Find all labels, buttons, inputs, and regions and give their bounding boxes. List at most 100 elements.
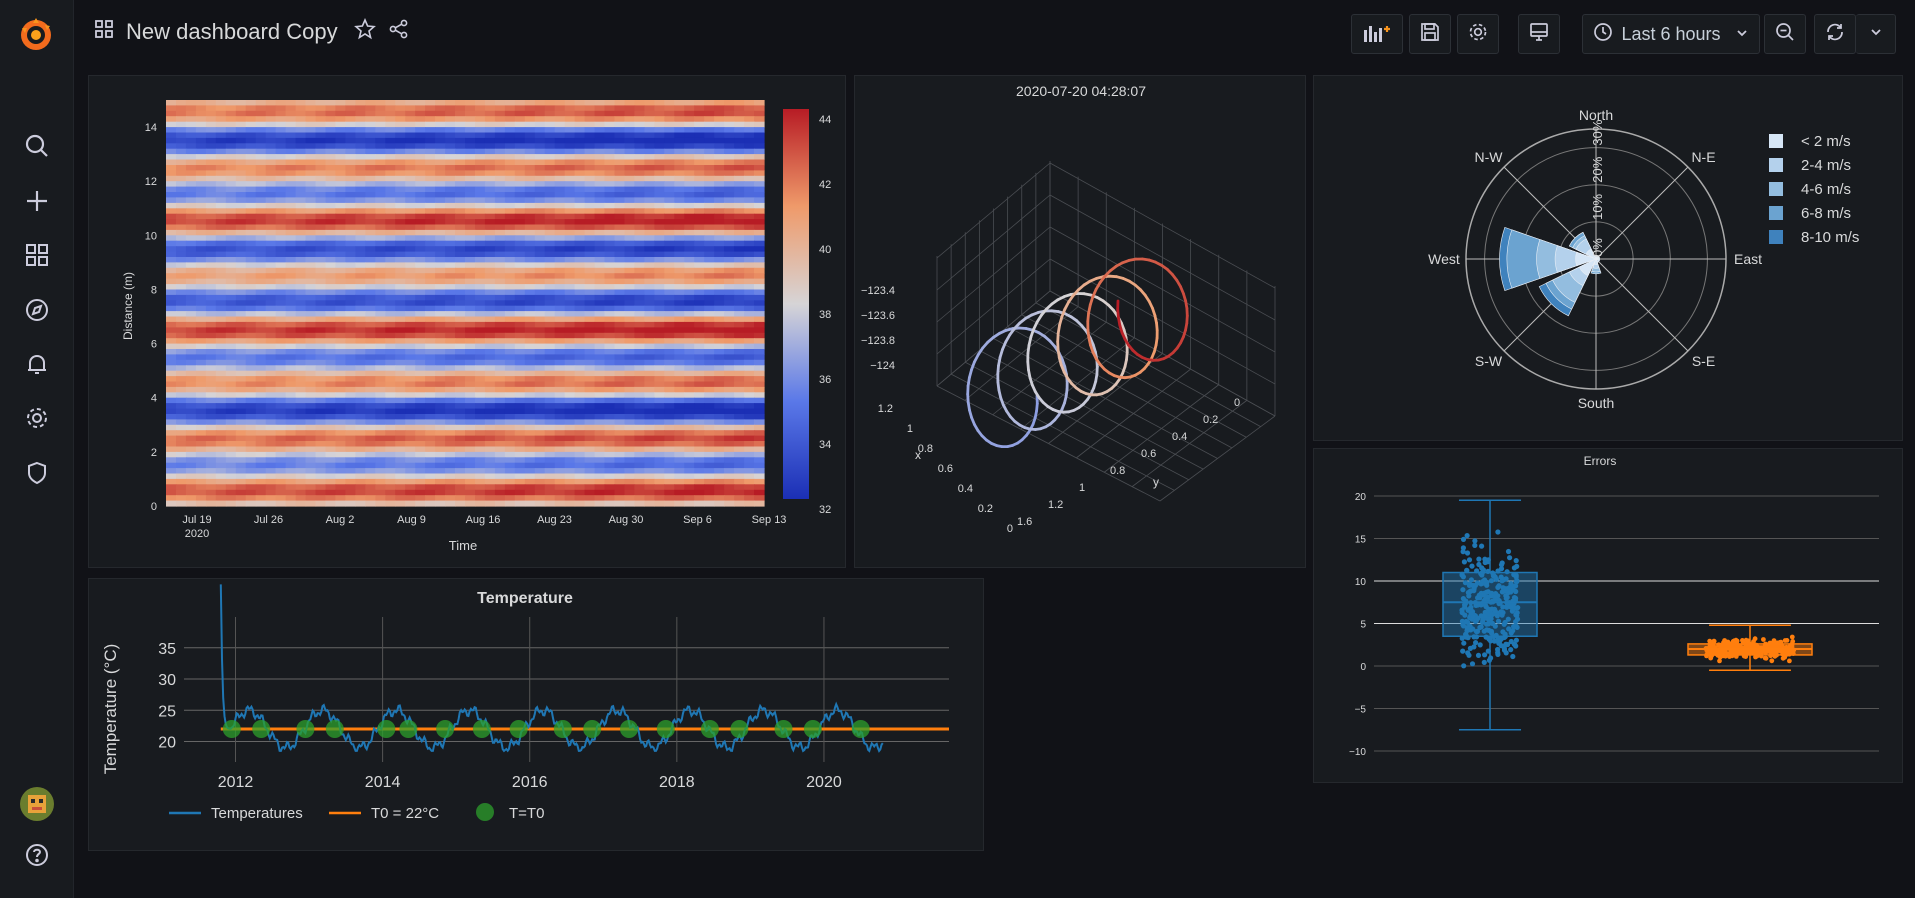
heatmap-cell	[534, 235, 546, 242]
heatmap-cell	[694, 500, 705, 507]
heatmap-cell	[554, 273, 566, 280]
heatmap-cell	[176, 165, 187, 171]
heatmap-cell	[724, 441, 735, 447]
dashboards-grid-icon[interactable]	[22, 240, 52, 270]
heatmap-cell	[345, 229, 356, 236]
alerting-bell-icon[interactable]	[22, 349, 52, 379]
explore-compass-icon[interactable]	[22, 295, 52, 325]
heatmap-cell	[634, 495, 645, 502]
heatmap-cell	[465, 316, 476, 323]
heatmap-cell	[584, 468, 596, 475]
heatmap-cell	[166, 354, 177, 361]
helix-3d-panel[interactable]: 2020-07-20 04:28:07 −123.4 −123.6 −123.8 −1…	[854, 75, 1306, 568]
settings-gear-icon[interactable]	[22, 403, 52, 433]
heatmap-cell	[634, 381, 645, 388]
refresh-button[interactable]	[1814, 14, 1856, 54]
heatmap-cell	[415, 408, 426, 415]
windrose-panel[interactable]: North N-E East S-E South S-W West N-W 0% 10% 20% 30…	[1313, 75, 1903, 441]
heatmap-cell	[534, 495, 546, 502]
heatmap-cell	[734, 343, 745, 350]
heatmap-cell	[405, 273, 416, 280]
heatmap-cell	[195, 165, 207, 171]
heatmap-cell	[255, 397, 267, 404]
star-icon[interactable]	[353, 17, 376, 45]
helix-z-tick: −123.8	[861, 335, 895, 347]
heatmap-cell	[534, 208, 546, 215]
heatmap-cell	[195, 451, 207, 458]
heatmap-cell	[315, 224, 327, 231]
heatmap-cell	[395, 403, 406, 410]
time-range-picker[interactable]: Last 6 hours	[1582, 14, 1760, 54]
heatmap-cell	[235, 305, 247, 312]
heatmap-cell	[235, 121, 247, 128]
heatmap-cell	[724, 154, 735, 161]
heatmap-cell	[455, 219, 466, 226]
heatmap-cell	[604, 300, 616, 307]
tv-mode-button[interactable]	[1518, 14, 1560, 54]
heatmap-cell	[674, 489, 685, 496]
heatmap-cell	[694, 408, 705, 415]
user-avatar[interactable]	[19, 786, 55, 822]
save-dashboard-button[interactable]	[1409, 14, 1451, 54]
heatmap-cell	[524, 392, 536, 399]
heatmap-cell	[225, 219, 237, 226]
heatmap-cell	[375, 284, 386, 291]
help-icon[interactable]	[22, 840, 52, 870]
heatmap-cell	[275, 484, 287, 491]
heatmap-cell	[305, 484, 317, 491]
heatmap-cell	[644, 289, 655, 296]
heatmap-cell	[225, 343, 237, 350]
errors-y-tick: 20	[1355, 492, 1367, 503]
heatmap-cell	[225, 386, 237, 393]
shield-icon[interactable]	[22, 458, 52, 488]
heatmap-cell	[305, 289, 317, 296]
heatmap-cell	[205, 457, 217, 464]
zoom-out-button[interactable]	[1764, 14, 1806, 54]
heatmap-panel[interactable]: 0 2 4 6 8 10 12 14 Jul 19 Jul 26 Aug 2 Aug 9 Aug 16…	[88, 75, 846, 568]
heatmap-cell	[614, 305, 626, 312]
plus-icon[interactable]	[22, 186, 52, 216]
heatmap-cell	[415, 273, 426, 280]
heatmap-cell	[734, 213, 745, 220]
dashboard-title[interactable]: New dashboard Copy	[126, 18, 338, 44]
heatmap-cell	[405, 105, 416, 112]
heatmap-cell	[425, 273, 436, 280]
heatmap-cell	[554, 478, 566, 485]
heatmap-cell	[455, 192, 466, 198]
heatmap-cell	[315, 208, 327, 215]
heatmap-cell	[734, 478, 745, 485]
search-icon[interactable]	[22, 131, 52, 161]
heatmap-cell	[624, 121, 636, 128]
heatmap-cell	[704, 121, 715, 128]
heatmap-cell	[455, 175, 466, 182]
heatmap-cell	[325, 240, 337, 247]
heatmap-cell	[564, 500, 576, 507]
heatmap-cell	[554, 381, 566, 388]
heatmap-cell	[684, 381, 695, 388]
heatmap-cell	[754, 116, 765, 123]
heatmap-cell	[235, 267, 247, 274]
share-icon[interactable]	[388, 18, 410, 45]
grafana-logo-icon[interactable]	[15, 14, 57, 56]
heatmap-cell	[534, 246, 546, 253]
heatmap-cell	[285, 148, 297, 155]
heatmap-cell	[704, 246, 715, 253]
heatmap-cell	[435, 267, 446, 274]
refresh-interval-dropdown[interactable]	[1856, 14, 1896, 54]
heatmap-cell	[574, 338, 586, 345]
heatmap-cell	[494, 365, 506, 372]
heatmap-cell	[684, 489, 695, 496]
heatmap-cell	[754, 273, 765, 280]
errors-boxplot-panel[interactable]: Errors 20 15 10 5 0 −5 −10	[1313, 448, 1903, 783]
heatmap-cell	[325, 430, 337, 437]
heatmap-cell	[365, 148, 376, 155]
heatmap-cell	[704, 257, 715, 263]
heatmap-cell	[425, 462, 436, 469]
dashboard-settings-button[interactable]	[1457, 14, 1499, 54]
heatmap-cell	[624, 338, 636, 345]
heatmap-cell	[275, 284, 287, 291]
add-panel-button[interactable]	[1351, 14, 1403, 54]
helix-y-tick: 1.6	[1017, 516, 1032, 528]
heatmap-cell	[335, 311, 346, 318]
heatmap-cell	[754, 338, 765, 345]
